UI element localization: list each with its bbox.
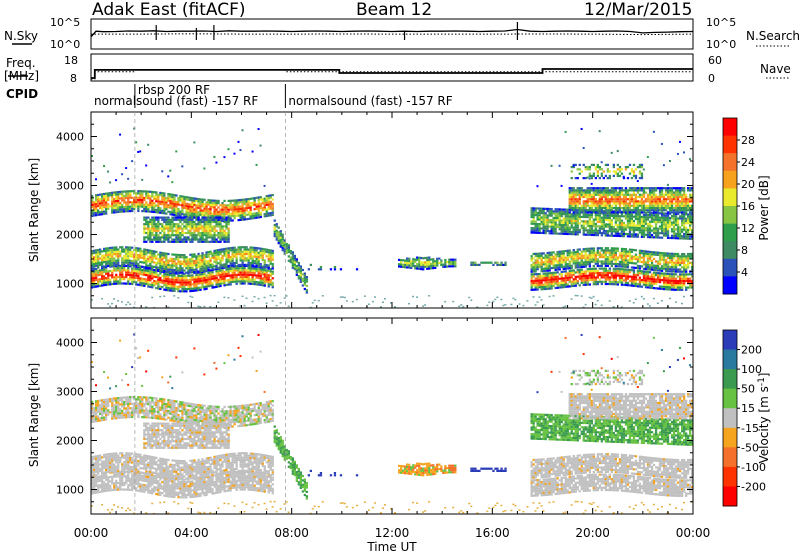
colorbar-tick-label: -100 [741, 461, 766, 474]
nave-tick-0: 0 [708, 72, 715, 85]
x-axis-labels: 00:00 04:00 08:00 12:00 16:00 20:00 00:00 [74, 526, 711, 540]
y-tick-label: 1000 [56, 484, 84, 497]
colorbar-tick-label: 12 [741, 222, 755, 235]
colorbar-tick-label: 4 [741, 266, 748, 279]
velocity-colorbar: 200 100 50 15 -15 -50 -100 -200 [722, 329, 766, 507]
nave-label: Nave [760, 62, 791, 76]
x-tick-label: 08:00 [274, 526, 309, 540]
velocity-ylabel: Slant Range [km] [27, 363, 41, 467]
x-tick-label: 16:00 [475, 526, 510, 540]
x-tick-label: 00:00 [74, 526, 109, 540]
station-title: Adak East (fitACF) [92, 0, 246, 20]
date-title: 12/Mar/2015 [584, 0, 693, 20]
freq-tick-18: 18 [64, 54, 78, 67]
velocity-colorbar-label: Velocity [m s-1] [757, 372, 771, 463]
colorbar-tick-label: -200 [741, 480, 766, 493]
colorbar-tick-label: 8 [741, 244, 748, 257]
noise-tick-left-bottom: 10^0 [50, 38, 80, 51]
colorbar-tick-label: 200 [741, 344, 762, 357]
x-tick-label: 20:00 [575, 526, 610, 540]
cpid-segment-label: normalsound (fast) -157 RF [288, 94, 452, 108]
colorbar-tick-label: 24 [741, 156, 755, 169]
y-tick-label: 2000 [56, 435, 84, 448]
noise-panel: 10^5 10^0 10^5 10^0 [50, 16, 736, 51]
power-colorbar: 4 8 12 16 20 24 28 [722, 117, 755, 295]
noise-tick-right-top: 10^5 [706, 16, 736, 29]
colorbar-tick-label: 50 [741, 383, 755, 396]
y-tick-label: 3000 [56, 386, 84, 399]
colorbar-tick-label: 16 [741, 200, 755, 213]
freq-label: Freq. [6, 56, 36, 70]
x-tick-label: 04:00 [174, 526, 209, 540]
colorbar-tick-label: -50 [741, 441, 759, 454]
y-tick-label: 4000 [56, 337, 84, 350]
x-tick-label: 12:00 [375, 526, 410, 540]
y-tick-label: 3000 [56, 180, 84, 193]
y-tick-label: 4000 [56, 131, 84, 144]
velocity-panel: 1000 2000 3000 4000 Slant Range [km] [27, 317, 694, 515]
y-tick-label: 1000 [56, 278, 84, 291]
cpid-segment-label: rbsp 200 RF [138, 83, 210, 97]
power-ylabel: Slant Range [km] [27, 158, 41, 262]
nsearch-label: N.Search [746, 29, 800, 43]
colorbar-tick-label: 20 [741, 178, 755, 191]
power-colorbar-label: Power [dB] [757, 175, 771, 240]
colorbar-tick-label: 15 [741, 402, 755, 415]
x-tick-label: 00:00 [676, 526, 711, 540]
frequency-panel: 18 8 60 0 [64, 53, 722, 85]
noise-tick-left-top: 10^5 [50, 16, 80, 29]
colorbar-tick-label: 100 [741, 363, 762, 376]
x-axis-title: Time UT [366, 540, 417, 554]
power-panel: 1000 2000 3000 4000 Slant Range [km] [27, 111, 694, 309]
nsky-label: N.Sky [4, 29, 39, 43]
nsearch-line [91, 33, 694, 36]
y-tick-label: 2000 [56, 229, 84, 242]
nave-tick-60: 60 [708, 54, 722, 67]
freq-line [91, 68, 693, 79]
noise-tick-right-bottom: 10^0 [706, 38, 736, 51]
colorbar-tick-label: 28 [741, 134, 755, 147]
colorbar-tick-label: -15 [741, 422, 759, 435]
nsky-line [90, 28, 694, 38]
beam-title: Beam 12 [356, 0, 433, 20]
nave-line [91, 69, 693, 80]
freq-tick-8: 8 [70, 72, 77, 85]
cpid-label: CPID [6, 87, 39, 101]
